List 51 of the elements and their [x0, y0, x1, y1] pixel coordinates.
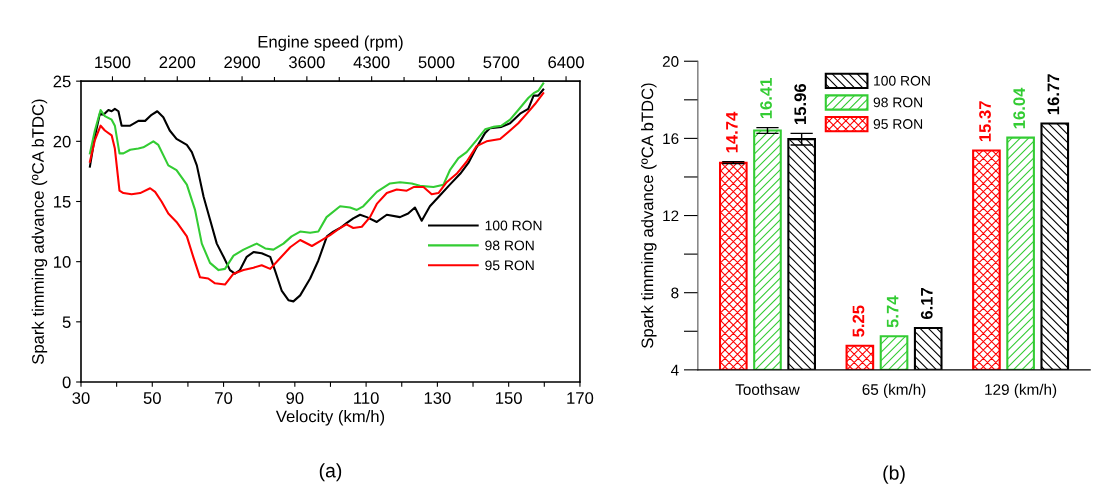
x-tick-label: 50 — [143, 392, 161, 404]
x-tick-label: 150 — [496, 392, 522, 404]
x-tick-label: 70 — [215, 392, 233, 404]
x2-tick-label: 2900 — [224, 56, 260, 69]
data-label: 15.37 — [979, 101, 991, 142]
y-tick-label: 12 — [663, 210, 679, 222]
y-tick-label: 20 — [53, 135, 71, 148]
x-tick-label: 110 — [354, 392, 379, 404]
x-tick-label: 129 (km/h) — [985, 383, 1057, 398]
data-label: 14.74 — [726, 111, 738, 153]
x-tick-label: 170 — [567, 392, 594, 404]
x-tick-label: 90 — [286, 392, 304, 404]
x2-tick-label: 1500 — [95, 56, 131, 69]
x2-tick-label: 4300 — [353, 56, 390, 69]
legend-label: 100 RON — [485, 220, 542, 231]
x2-tick-label: 3600 — [288, 56, 325, 69]
legend-label: 98 RON — [873, 97, 923, 108]
y-tick-label: 10 — [54, 256, 71, 268]
data-label: 6.17 — [920, 287, 933, 320]
data-label: 16.77 — [1047, 74, 1060, 115]
y-axis-title: Spark timming advance (ºCA bTDC) — [31, 99, 48, 364]
x-tick-label: 130 — [424, 392, 451, 404]
legend-label: 100 RON — [874, 75, 930, 86]
x-axis-title: Velocity (km/h) — [275, 410, 385, 426]
x-tick-label: 65 (km/h) — [862, 383, 926, 398]
x2-tick-label: 5000 — [418, 56, 455, 69]
text: (b) — [883, 465, 905, 484]
text: (a) — [319, 463, 342, 482]
y-tick-label: 20 — [662, 56, 679, 67]
y-tick-label: 16 — [663, 133, 679, 145]
x-tick-label: Toothsaw — [735, 383, 800, 395]
data-label: 16.04 — [1013, 87, 1026, 129]
y-tick-label: 25 — [53, 75, 71, 88]
legend-label: 95 RON — [485, 260, 534, 271]
data-label: 5.25 — [852, 305, 865, 337]
x2-tick-label: 6400 — [548, 56, 584, 69]
x2-tick-label: 5700 — [483, 56, 520, 69]
y-tick-label: 8 — [671, 287, 679, 299]
y-tick-label: 15 — [54, 196, 71, 208]
legend-label: 95 RON — [873, 119, 923, 129]
y-axis-title: Spark timming advance (ºCA bTDC) — [641, 83, 657, 348]
y-tick-label: 5 — [62, 316, 71, 329]
y-tick-label: 0 — [62, 376, 71, 389]
data-label: 16.41 — [760, 78, 772, 119]
data-label: 5.74 — [886, 295, 899, 328]
y-tick-label: 4 — [670, 364, 679, 376]
x-tick-label: 30 — [72, 392, 90, 404]
x2-tick-label: 2200 — [159, 56, 196, 69]
legend-label: 98 RON — [485, 240, 534, 251]
x2-axis-title: Engine speed (rpm) — [258, 35, 403, 52]
data-label: 15.96 — [794, 83, 807, 124]
